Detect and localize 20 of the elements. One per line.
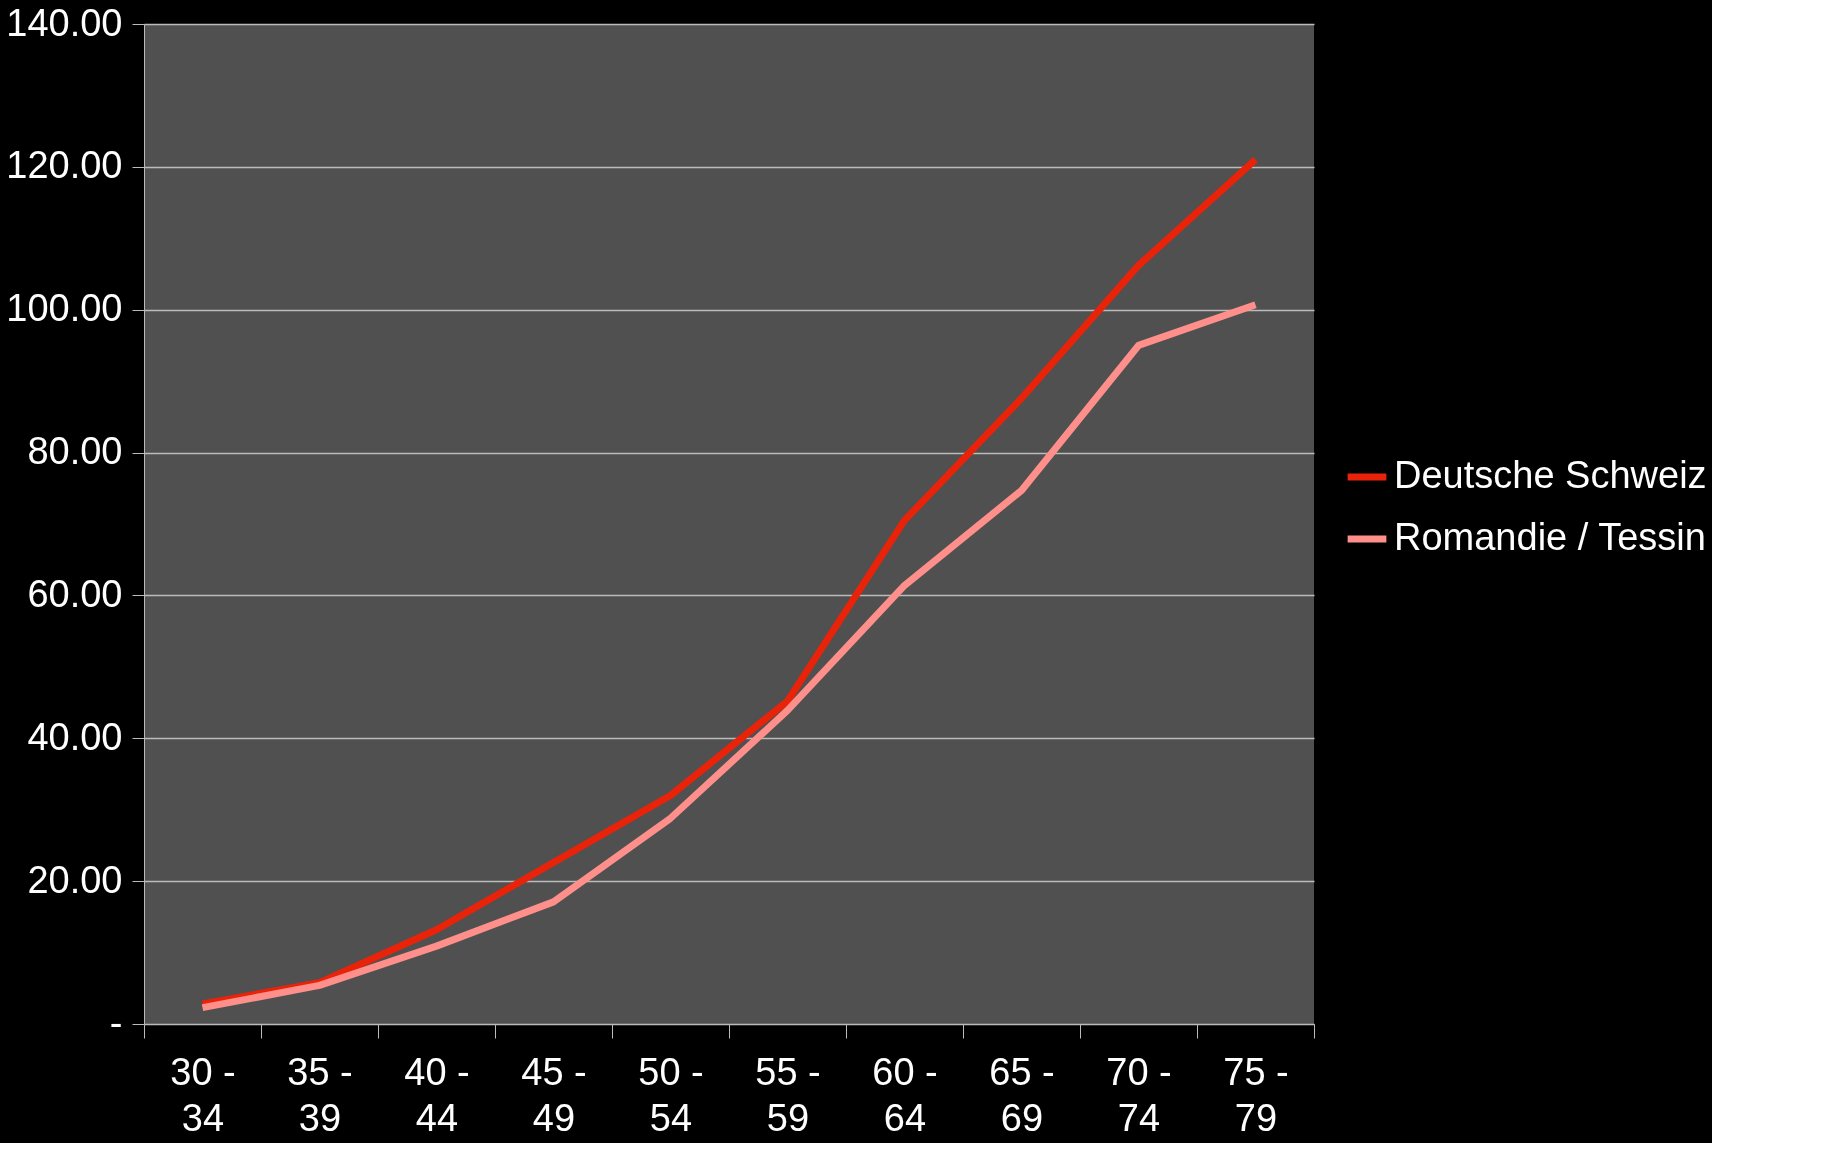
x-tick-label: 65 - 69 [989, 1050, 1055, 1139]
x-tick-label: 45 - 49 [521, 1050, 587, 1139]
x-tick-label: 70 - 74 [1106, 1050, 1172, 1139]
y-tick-label: 120.00 [6, 144, 123, 187]
x-tick-label: 50 - 54 [638, 1050, 704, 1139]
x-tick-label: 35 - 39 [287, 1050, 353, 1139]
y-tick-label: 140.00 [6, 1, 123, 44]
x-tick-label: 75 - 79 [1223, 1050, 1289, 1139]
y-tick-label: 60.00 [27, 572, 123, 615]
x-tick-label: 40 - 44 [404, 1050, 470, 1139]
y-tick-label: 80.00 [27, 430, 123, 473]
legend-label: Romandie / Tessin [1394, 516, 1706, 558]
x-tick-label: 55 - 59 [755, 1050, 821, 1139]
x-tick-label: 60 - 64 [872, 1050, 938, 1139]
x-tick-label: 30 - 34 [170, 1050, 236, 1139]
y-tick-label: 20.00 [27, 858, 123, 901]
y-tick-label: 100.00 [6, 287, 123, 330]
y-tick-label: 40.00 [27, 715, 123, 758]
legend-label: Deutsche Schweiz [1394, 454, 1707, 496]
y-tick-label: - [109, 1001, 123, 1044]
